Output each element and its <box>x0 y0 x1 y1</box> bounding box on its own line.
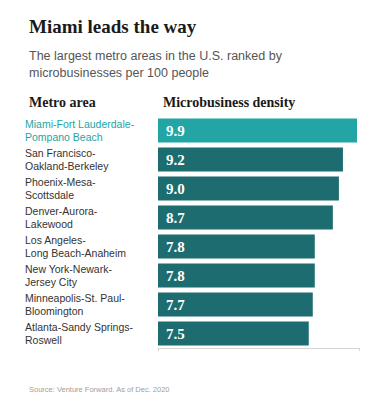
svg-text:7.5: 7.5 <box>166 326 185 342</box>
svg-text:Metro area: Metro area <box>29 95 96 110</box>
svg-text:Minneapolis-St. Paul-: Minneapolis-St. Paul- <box>25 292 125 304</box>
svg-text:Bloomington: Bloomington <box>25 305 84 317</box>
svg-text:Miami-Fort Lauderdale-: Miami-Fort Lauderdale- <box>25 118 135 130</box>
svg-text:Miami leads the way: Miami leads the way <box>29 16 197 37</box>
svg-text:7.8: 7.8 <box>166 239 185 255</box>
svg-text:Phoenix-Mesa-: Phoenix-Mesa- <box>25 176 96 188</box>
svg-text:Roswell: Roswell <box>25 334 62 346</box>
svg-text:9.9: 9.9 <box>166 123 185 139</box>
svg-text:New York-Newark-: New York-Newark- <box>25 263 112 275</box>
svg-text:Long Beach-Anaheim: Long Beach-Anaheim <box>25 247 126 259</box>
svg-text:Source: Venture Forward. As of: Source: Venture Forward. As of Dec. 2020 <box>29 385 170 394</box>
svg-text:Los Angeles-: Los Angeles- <box>25 234 86 246</box>
svg-text:The largest metro areas in the: The largest metro areas in the U.S. rank… <box>29 49 285 63</box>
svg-text:Microbusiness density: Microbusiness density <box>163 95 295 110</box>
svg-text:8.7: 8.7 <box>166 210 185 226</box>
svg-text:7.7: 7.7 <box>166 297 185 313</box>
svg-text:Pompano Beach: Pompano Beach <box>25 131 103 143</box>
svg-text:7.8: 7.8 <box>166 268 185 284</box>
svg-text:9.2: 9.2 <box>166 152 185 168</box>
svg-text:Denver-Aurora-: Denver-Aurora- <box>25 205 98 217</box>
svg-text:San Francisco-: San Francisco- <box>25 147 96 159</box>
svg-text:microbusinesses per 100 people: microbusinesses per 100 people <box>29 66 209 80</box>
svg-text:Jersey City: Jersey City <box>25 276 78 288</box>
svg-text:Atlanta-Sandy Springs-: Atlanta-Sandy Springs- <box>25 321 133 333</box>
svg-text:Scottsdale: Scottsdale <box>25 189 74 201</box>
svg-text:Oakland-Berkeley: Oakland-Berkeley <box>25 160 109 172</box>
svg-text:9.0: 9.0 <box>166 181 185 197</box>
svg-text:Lakewood: Lakewood <box>25 218 73 230</box>
